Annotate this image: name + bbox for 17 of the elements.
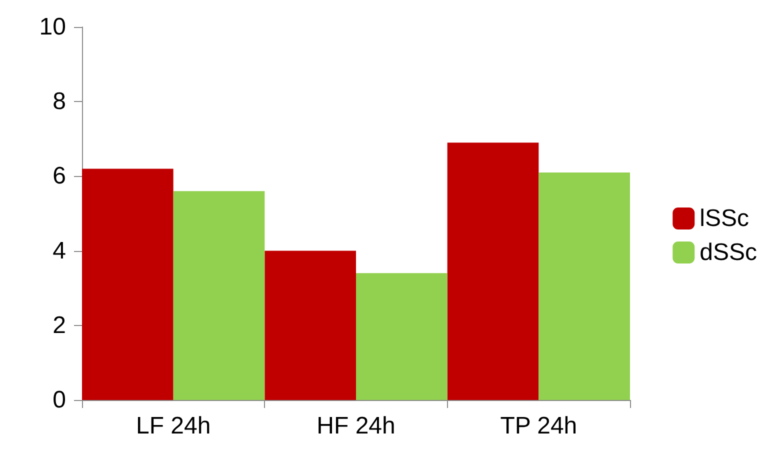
bar <box>264 250 356 400</box>
bar <box>538 172 630 400</box>
y-tick-label: 8 <box>52 88 66 116</box>
legend-label: lSSc <box>700 205 749 232</box>
bar <box>173 191 265 400</box>
y-tick-label: 6 <box>52 162 66 190</box>
y-tick-label: 10 <box>39 14 66 40</box>
bar <box>82 168 174 400</box>
x-tick-label: TP 24h <box>500 412 578 440</box>
legend-label: dSSc <box>700 239 758 266</box>
x-tick-label: HF 24h <box>316 412 396 440</box>
bar <box>447 142 539 400</box>
bar <box>356 273 448 400</box>
y-tick-label: 4 <box>52 237 66 264</box>
y-tick-label: 2 <box>52 312 66 339</box>
x-tick-label: LF 24h <box>136 412 211 440</box>
y-tick-label: 0 <box>52 386 66 414</box>
